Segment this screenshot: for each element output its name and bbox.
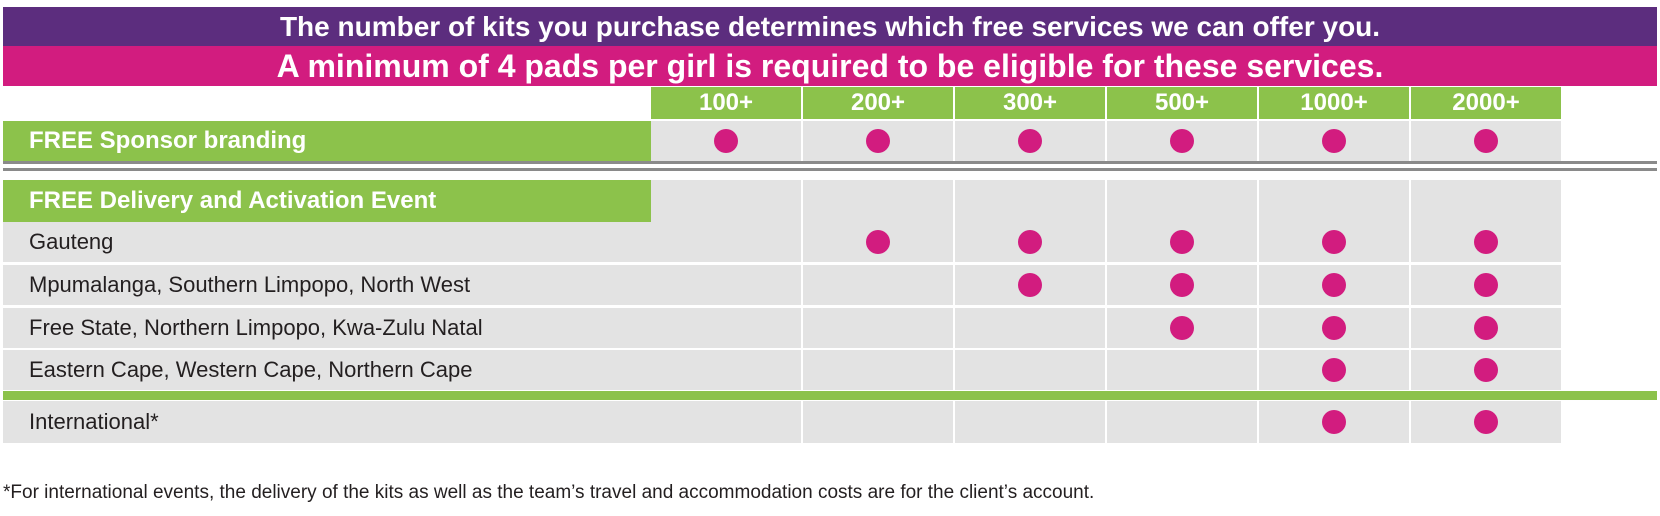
region-cell-200+ — [803, 222, 953, 262]
included-dot-icon — [1322, 129, 1346, 153]
region-cell-2000+ — [1411, 265, 1561, 305]
region-cell-300+ — [955, 308, 1105, 348]
region-cell-300+ — [955, 265, 1105, 305]
included-dot-icon — [1018, 230, 1042, 254]
region-cell-2000+ — [1411, 222, 1561, 262]
included-dot-icon — [1474, 129, 1498, 153]
included-dot-icon — [1474, 273, 1498, 297]
included-dot-icon — [1474, 316, 1498, 340]
included-dot-icon — [1322, 316, 1346, 340]
region-cell-200+ — [803, 265, 953, 305]
included-dot-icon — [1018, 129, 1042, 153]
footnote: *For international events, the delivery … — [3, 482, 1095, 503]
region-cell-100+ — [651, 222, 801, 262]
included-dot-icon — [1474, 358, 1498, 382]
included-dot-icon — [1322, 410, 1346, 434]
region-cell-100+ — [651, 350, 801, 390]
sponsor-cell-1000+ — [1259, 121, 1409, 161]
region-cell-100+ — [651, 265, 801, 305]
region-cell-500+ — [1107, 308, 1257, 348]
region-cell-2000+ — [1411, 350, 1561, 390]
international-label: International* — [3, 401, 651, 443]
delivery-header-cell-300+ — [955, 180, 1105, 222]
sponsor-branding-label: FREE Sponsor branding — [3, 121, 651, 161]
region-cell-500+ — [1107, 222, 1257, 262]
delivery-header-cell-1000+ — [1259, 180, 1409, 222]
region-label: Gauteng — [3, 222, 651, 262]
included-dot-icon — [1170, 316, 1194, 340]
included-dot-icon — [714, 129, 738, 153]
region-cell-300+ — [955, 222, 1105, 262]
delivery-header-row: FREE Delivery and Activation Event — [3, 180, 1657, 222]
international-cell-2000+ — [1411, 401, 1561, 443]
region-cell-1000+ — [1259, 350, 1409, 390]
international-cell-500+ — [1107, 401, 1257, 443]
tier-header-500plus: 500+ — [1107, 87, 1257, 119]
delivery-header-cell-100+ — [651, 180, 801, 222]
included-dot-icon — [866, 129, 890, 153]
subheadline-text: A minimum of 4 pads per girl is required… — [276, 48, 1384, 84]
section-divider — [3, 161, 1657, 164]
included-dot-icon — [1474, 230, 1498, 254]
international-cell-200+ — [803, 401, 953, 443]
international-cell-300+ — [955, 401, 1105, 443]
sponsor-cell-200+ — [803, 121, 953, 161]
delivery-header-cell-500+ — [1107, 180, 1257, 222]
included-dot-icon — [1322, 230, 1346, 254]
delivery-activation-label: FREE Delivery and Activation Event — [3, 180, 651, 222]
region-label: Free State, Northern Limpopo, Kwa-Zulu N… — [3, 308, 651, 348]
region-cell-200+ — [803, 350, 953, 390]
region-cell-1000+ — [1259, 308, 1409, 348]
region-cell-1000+ — [1259, 265, 1409, 305]
sponsor-branding-row: FREE Sponsor branding — [3, 121, 1657, 161]
region-label: Eastern Cape, Western Cape, Northern Cap… — [3, 350, 651, 390]
region-row: Mpumalanga, Southern Limpopo, North West — [3, 265, 1657, 305]
included-dot-icon — [1170, 230, 1194, 254]
international-cell-1000+ — [1259, 401, 1409, 443]
sponsor-cell-300+ — [955, 121, 1105, 161]
region-row: Free State, Northern Limpopo, Kwa-Zulu N… — [3, 308, 1657, 348]
region-cell-500+ — [1107, 265, 1257, 305]
region-row: Gauteng — [3, 222, 1657, 262]
region-row: Eastern Cape, Western Cape, Northern Cap… — [3, 350, 1657, 390]
sponsor-cell-500+ — [1107, 121, 1257, 161]
region-cell-500+ — [1107, 350, 1257, 390]
included-dot-icon — [1170, 129, 1194, 153]
international-divider — [3, 391, 1657, 400]
region-cell-2000+ — [1411, 308, 1561, 348]
section-divider — [3, 168, 1657, 171]
sponsor-cell-100+ — [651, 121, 801, 161]
included-dot-icon — [1322, 273, 1346, 297]
region-cell-1000+ — [1259, 222, 1409, 262]
tier-header-300plus: 300+ — [955, 87, 1105, 119]
included-dot-icon — [1170, 273, 1194, 297]
headline-text: The number of kits you purchase determin… — [279, 11, 1381, 42]
tier-header-100plus: 100+ — [651, 87, 801, 119]
included-dot-icon — [1474, 410, 1498, 434]
tier-header-2000plus: 2000+ — [1411, 87, 1561, 119]
region-cell-100+ — [651, 308, 801, 348]
included-dot-icon — [1018, 273, 1042, 297]
delivery-header-cell-2000+ — [1411, 180, 1561, 222]
region-label: Mpumalanga, Southern Limpopo, North West — [3, 265, 651, 305]
subheadline-banner: A minimum of 4 pads per girl is required… — [3, 46, 1657, 86]
region-cell-300+ — [955, 350, 1105, 390]
tier-header-1000plus: 1000+ — [1259, 87, 1409, 119]
included-dot-icon — [1322, 358, 1346, 382]
sponsor-cell-2000+ — [1411, 121, 1561, 161]
region-cell-200+ — [803, 308, 953, 348]
delivery-header-cell-200+ — [803, 180, 953, 222]
included-dot-icon — [866, 230, 890, 254]
tier-header-200plus: 200+ — [803, 87, 953, 119]
international-cell-100+ — [651, 401, 801, 443]
international-row: International* — [3, 401, 1657, 443]
headline-banner: The number of kits you purchase determin… — [3, 7, 1657, 46]
tier-header-row: 100+ 200+ 300+ 500+ 1000+ 2000+ — [3, 87, 1657, 119]
